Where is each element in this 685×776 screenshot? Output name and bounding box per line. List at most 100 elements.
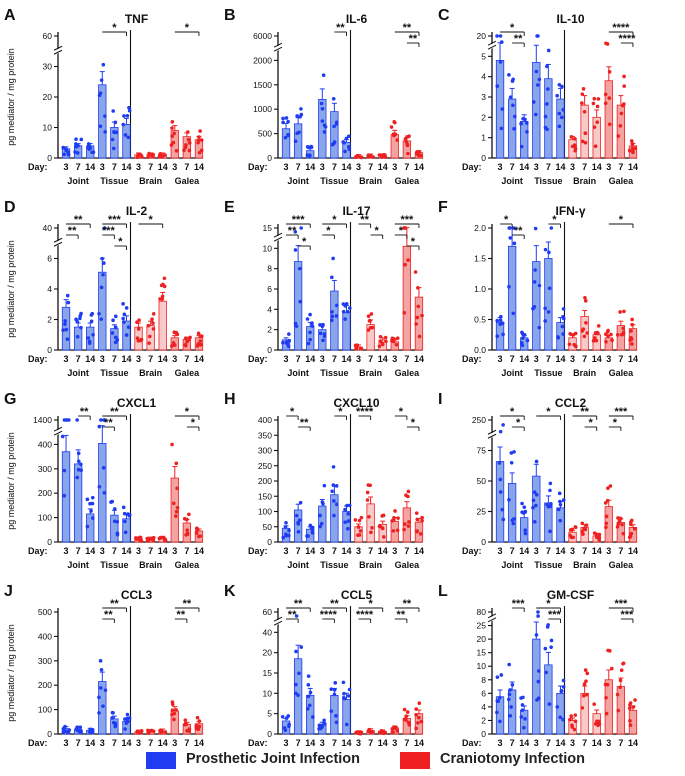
panel-k-axis-break xyxy=(273,620,283,626)
panel-c-day-label: 7 xyxy=(582,162,587,172)
panel-k-point xyxy=(402,707,407,712)
panel-i-sig-label: * xyxy=(589,417,594,429)
panel-e-point xyxy=(310,321,314,325)
panel-i-point xyxy=(520,501,524,506)
panel-l-point xyxy=(534,633,539,637)
panel-g-point xyxy=(101,466,106,470)
panel-j-point xyxy=(174,708,178,712)
panel-c-ytick-label: 2 xyxy=(481,112,486,122)
panel-b-day-label: 7 xyxy=(296,162,301,172)
panel-k-day-label: 3 xyxy=(320,738,325,746)
panel-c-point xyxy=(534,69,539,74)
panel-c-day-label: 3 xyxy=(570,162,575,172)
panel-i-point xyxy=(594,535,599,540)
panel-k-ytick-label: 60 xyxy=(263,607,273,617)
panel-b-point xyxy=(293,139,298,144)
panel-d-point xyxy=(184,336,188,340)
panel-j-point xyxy=(187,727,192,731)
panel-f-point xyxy=(594,338,599,343)
panel-e-point xyxy=(413,270,418,274)
panel-f-point xyxy=(519,341,524,345)
panel-d-point xyxy=(102,261,106,265)
panel-k-ytick-label: 40 xyxy=(263,627,273,637)
panel-h-ytick-label: 400 xyxy=(258,415,272,425)
panel-l-point xyxy=(495,710,499,715)
panel-k-point xyxy=(323,722,327,726)
panel-l-point xyxy=(609,666,614,671)
panel-j-day-label: 7 xyxy=(184,738,189,746)
panel-f-point xyxy=(630,342,634,346)
panel-f-point xyxy=(549,226,554,230)
panel-i-point xyxy=(523,509,528,514)
panel-e-ytick-label: 8 xyxy=(267,264,272,274)
panel-f-point xyxy=(619,332,624,337)
panel-j-point xyxy=(183,718,188,722)
panel-f-point xyxy=(610,338,614,343)
panel-l-point xyxy=(523,717,527,721)
panel-k-bar xyxy=(342,699,351,735)
panel-i-point xyxy=(500,507,504,512)
panel-a-day-label: 14 xyxy=(194,162,204,172)
panel-a-ytick-label: 0 xyxy=(47,153,52,163)
panel-k-day-label: 7 xyxy=(332,738,337,746)
panel-d-day-label: 3 xyxy=(64,354,69,364)
panel-l-point xyxy=(627,706,632,711)
panel-b-point xyxy=(295,114,299,118)
panel-h-point xyxy=(365,498,370,502)
panel-g-letter: G xyxy=(4,391,16,408)
panel-e-day-label: 3 xyxy=(320,354,325,364)
panel-g-group-label: Tissue xyxy=(100,560,128,570)
panel-e-point xyxy=(294,324,299,328)
panel-d-point xyxy=(110,331,115,335)
panel-h-point xyxy=(392,515,396,520)
panel-e-point xyxy=(334,314,339,318)
panel-l-point xyxy=(585,671,590,676)
panel-i-day-label: 7 xyxy=(582,546,587,556)
panel-i-bar xyxy=(495,461,505,543)
panel-l-ytick-label: 20 xyxy=(477,634,487,644)
panel-g-point xyxy=(88,501,92,506)
panel-c-point xyxy=(499,40,504,44)
panel-g-point xyxy=(123,519,127,524)
panel-c-point xyxy=(557,124,562,129)
panel-c-point xyxy=(531,100,536,104)
panel-i-point xyxy=(509,451,514,455)
panel-f-point xyxy=(583,295,587,300)
panel-c-day-label: 14 xyxy=(555,162,565,172)
panel-g-group-label: Joint xyxy=(67,560,89,570)
panel-c-point xyxy=(499,126,504,131)
panel-h-point xyxy=(346,519,351,523)
panel-c-point xyxy=(500,107,505,111)
panel-g-ytick-label: 400 xyxy=(38,439,52,449)
panel-h-point xyxy=(367,514,371,519)
panel-l-sig-label: *** xyxy=(614,598,628,610)
panel-b-point xyxy=(392,133,396,138)
panel-f-sig-label: * xyxy=(619,214,624,226)
panel-k-day-label: 3 xyxy=(284,738,289,746)
panel-j-point xyxy=(88,728,93,733)
panel-g-point xyxy=(198,534,202,538)
panel-g-point xyxy=(127,513,132,517)
panel-i-point xyxy=(534,459,539,464)
panel-i-sig-label: *** xyxy=(614,406,628,418)
panel-h-day-label: 7 xyxy=(404,546,409,556)
panel-k-point xyxy=(306,674,311,678)
panel-l-point xyxy=(510,682,515,687)
panel-j-point xyxy=(97,695,101,700)
panel-b-day-label: 3 xyxy=(284,162,289,172)
panel-i-point xyxy=(561,498,566,502)
panel-g-point xyxy=(194,531,199,536)
panel-j-point xyxy=(62,726,66,730)
panel-a-day-label: 3 xyxy=(100,162,105,172)
panel-k-point xyxy=(341,680,346,685)
panel-d-point xyxy=(78,314,83,318)
panel-b-group-label: Brain xyxy=(359,176,382,186)
panel-f-point xyxy=(593,336,597,340)
panel-a-point xyxy=(151,154,155,159)
panel-f-point xyxy=(498,322,502,327)
panel-k-day-label: 7 xyxy=(404,738,409,746)
panel-i-group-label: Tissue xyxy=(534,560,562,570)
panel-f-day-label: 3 xyxy=(534,354,539,364)
panel-l-point xyxy=(508,688,512,692)
